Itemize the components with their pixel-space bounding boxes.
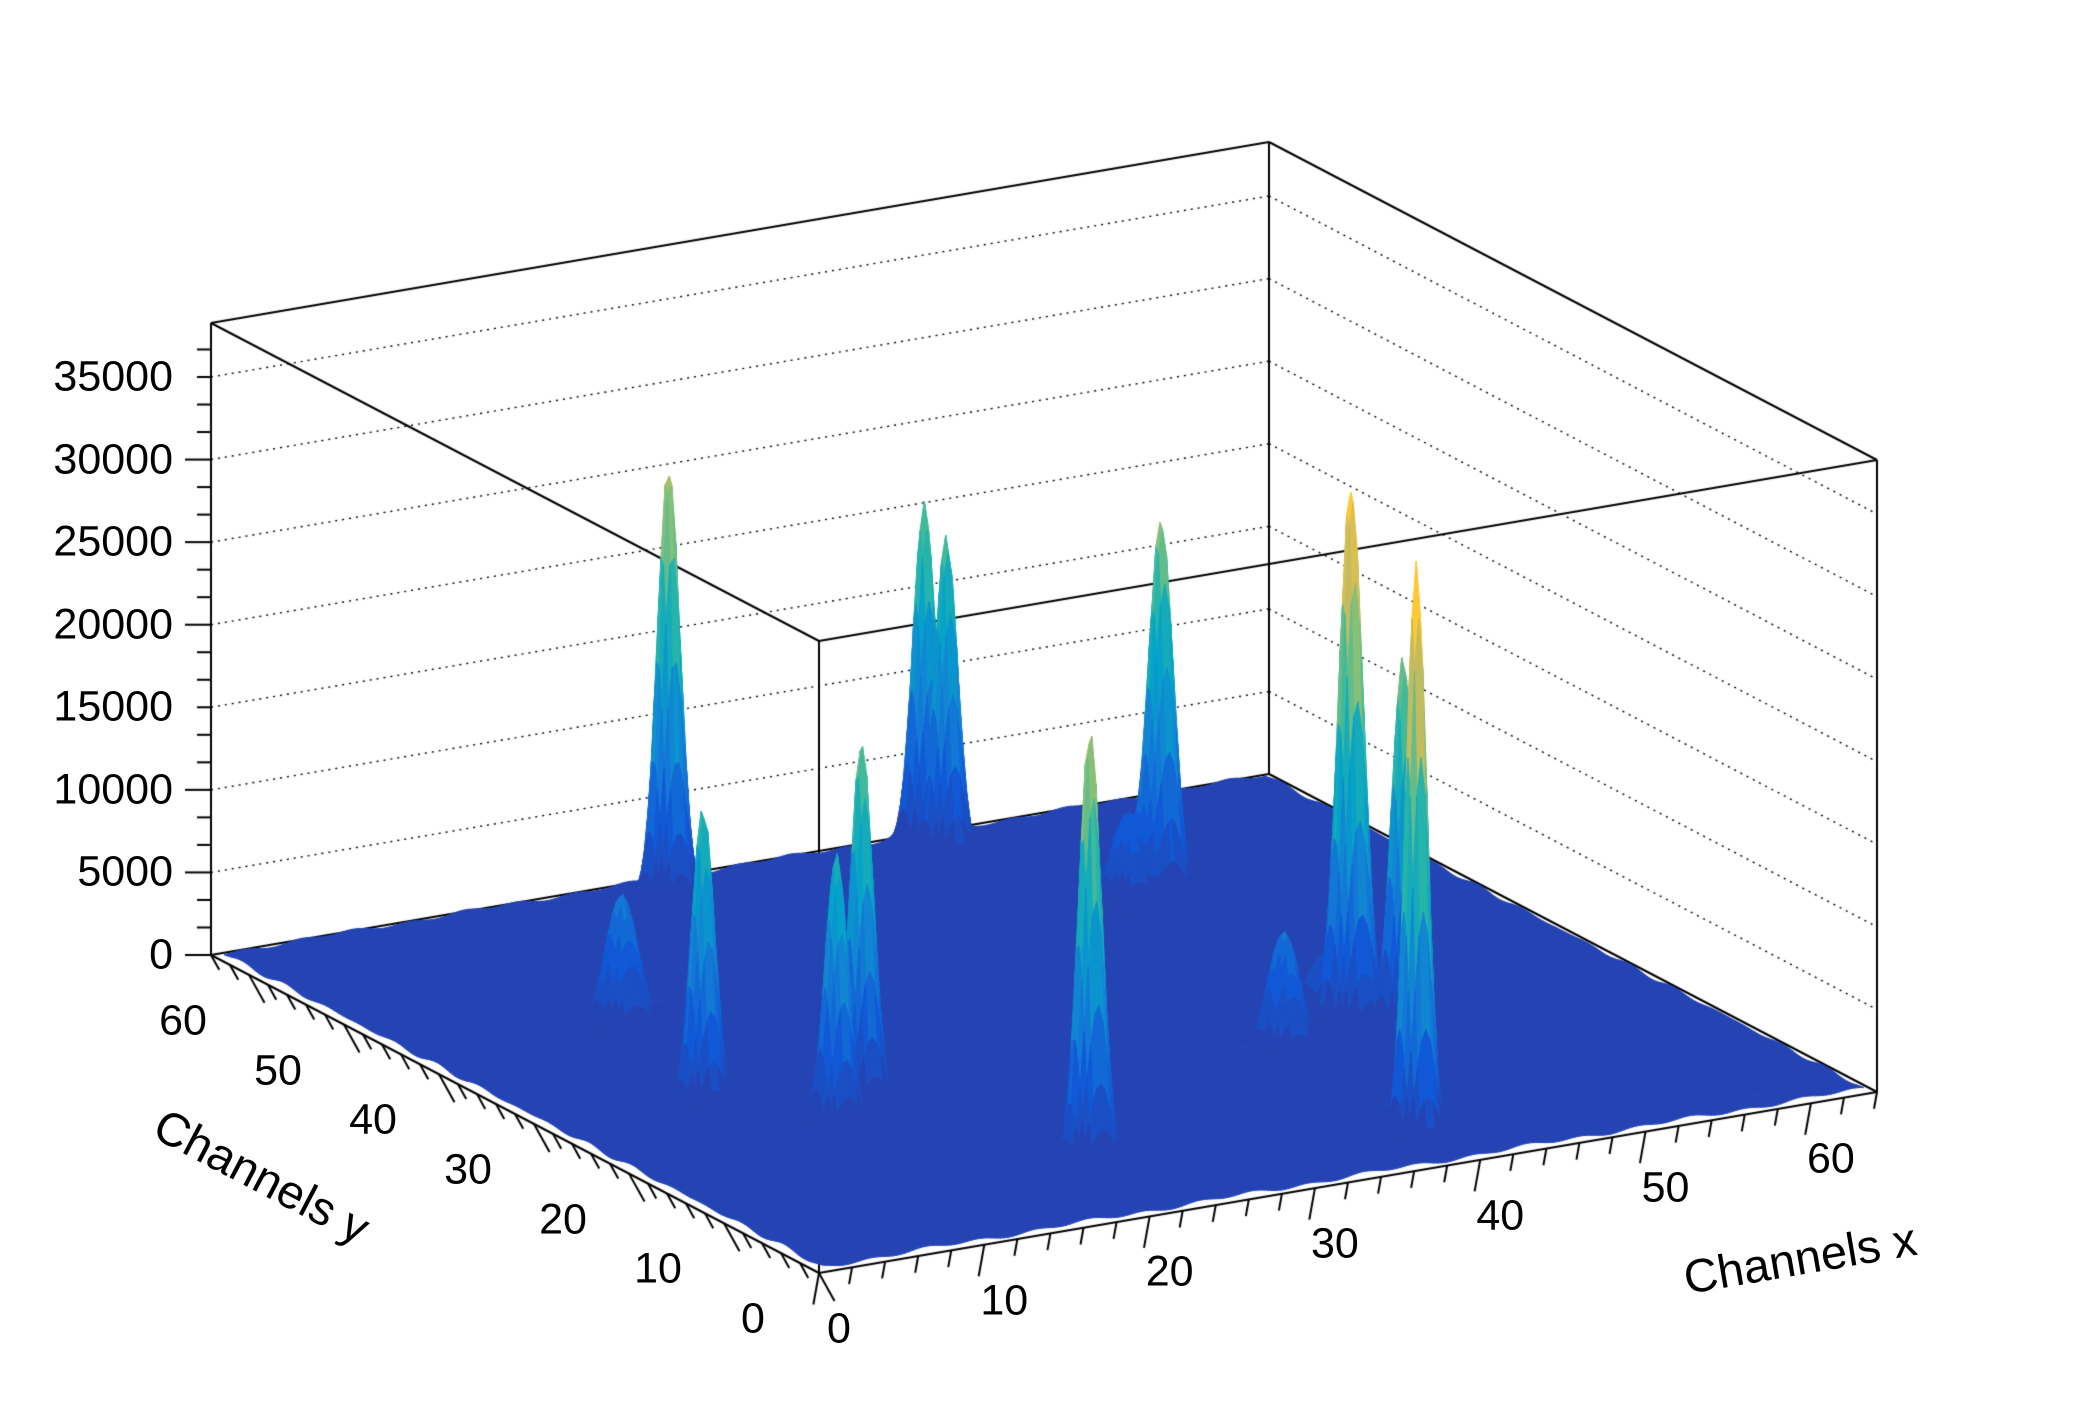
y-tick-label: 10 [634, 1244, 682, 1293]
x-tick-label: 60 [1806, 1134, 1855, 1183]
y-tick-label: 0 [741, 1294, 765, 1343]
x-tick-label: 50 [1641, 1163, 1690, 1212]
y-tick-label: 40 [349, 1095, 397, 1144]
z-tick-label: 25000 [53, 517, 173, 566]
z-tick-label: 30000 [53, 435, 173, 484]
z-tick-label: 20000 [53, 600, 173, 649]
z-tick-label: 35000 [53, 352, 173, 401]
y-tick-label: 60 [159, 996, 207, 1045]
x-tick-label: 0 [827, 1304, 851, 1353]
x-tick-label: 30 [1311, 1219, 1359, 1268]
y-tick-label: 50 [254, 1046, 302, 1095]
z-tick-label: 0 [149, 930, 173, 979]
z-tick-label: 15000 [53, 682, 173, 731]
y-tick-label: 20 [539, 1195, 587, 1244]
z-tick-label: 5000 [77, 847, 173, 896]
y-tick-label: 30 [444, 1145, 492, 1194]
x-tick-label: 40 [1476, 1191, 1525, 1240]
z-tick-label: 10000 [53, 765, 173, 814]
x-tick-label: 20 [1145, 1247, 1194, 1296]
x-tick-label: 10 [980, 1276, 1029, 1325]
